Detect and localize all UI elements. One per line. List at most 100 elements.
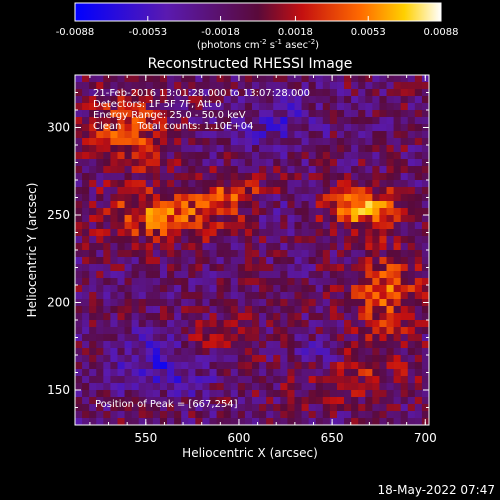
heatmap-cell — [301, 243, 310, 251]
heatmap-cell — [266, 264, 274, 272]
heatmap-cell — [252, 348, 260, 356]
heatmap-cell — [280, 418, 288, 426]
heatmap-cell — [266, 138, 274, 146]
heatmap-cell — [421, 96, 430, 104]
heatmap-cell — [145, 103, 154, 111]
heatmap-cell — [96, 75, 104, 83]
heatmap-cell — [329, 355, 338, 363]
heatmap-cell — [322, 348, 331, 356]
heatmap-cell — [174, 320, 182, 328]
heatmap-cell — [344, 131, 352, 139]
heatmap-cell — [159, 201, 168, 209]
heatmap-cell — [216, 243, 225, 251]
heatmap-cell — [301, 208, 310, 216]
heatmap-cell — [124, 82, 133, 90]
heatmap-cell — [294, 96, 302, 104]
heatmap-cell — [386, 418, 394, 426]
heatmap-cell — [96, 264, 104, 272]
heatmap-cell — [266, 271, 274, 279]
heatmap-cell — [365, 138, 373, 146]
heatmap-cell — [400, 96, 409, 104]
heatmap-cell — [152, 173, 161, 181]
heatmap-cell — [82, 257, 90, 265]
colorbar-tick-label: 0.0088 — [424, 27, 459, 38]
heatmap-cell — [294, 292, 302, 300]
heatmap-cell — [273, 278, 281, 286]
heatmap-cell — [379, 278, 387, 286]
heatmap-cell — [89, 110, 97, 118]
heatmap-cell — [287, 376, 295, 384]
heatmap-cell — [372, 138, 380, 146]
heatmap-cell — [244, 362, 253, 370]
heatmap-cell — [358, 103, 366, 111]
heatmap-cell — [209, 110, 217, 118]
heatmap-cell — [407, 166, 416, 174]
heatmap-cell — [181, 187, 189, 195]
heatmap-cell — [259, 390, 267, 398]
heatmap-cell — [188, 355, 196, 363]
heatmap-cell — [379, 194, 387, 202]
heatmap-cell — [202, 348, 210, 356]
heatmap-cell — [138, 152, 147, 160]
heatmap-cell — [131, 75, 140, 83]
heatmap-cell — [421, 390, 430, 398]
heatmap-cell — [167, 131, 175, 139]
heatmap-cell — [329, 215, 338, 223]
x-axis-ticks: 550 600 650 700 — [89, 75, 437, 445]
heatmap-cell — [351, 152, 359, 160]
heatmap-cell — [294, 117, 302, 125]
colorbar-ticks: -0.0088 -0.0053 -0.0018 0.0018 0.0053 0.0088 — [56, 16, 459, 38]
heatmap-cell — [273, 362, 281, 370]
heatmap-cell — [351, 397, 359, 405]
heatmap-cell — [230, 418, 239, 426]
heatmap-cell — [280, 313, 288, 321]
heatmap-cell — [329, 159, 338, 167]
heatmap-cell — [329, 145, 338, 153]
heatmap-cell — [358, 180, 366, 188]
heatmap-cell — [358, 327, 366, 335]
heatmap-cell — [110, 201, 118, 209]
heatmap-cell — [358, 138, 366, 146]
heatmap-cell — [89, 418, 97, 426]
heatmap-cell — [322, 397, 331, 405]
heatmap-cell — [167, 173, 175, 181]
heatmap-cell — [181, 159, 189, 167]
heatmap-cell — [294, 180, 302, 188]
heatmap-cell — [195, 278, 203, 286]
heatmap-cell — [138, 250, 147, 258]
heatmap-cell — [266, 292, 274, 300]
heatmap-cell — [110, 306, 118, 314]
heatmap-cell — [266, 278, 274, 286]
heatmap-cell — [358, 285, 366, 293]
heatmap-cell — [393, 257, 402, 265]
heatmap-cell — [152, 124, 161, 132]
heatmap-cell — [96, 208, 104, 216]
heatmap-cell — [174, 362, 182, 370]
heatmap-cell — [131, 187, 140, 195]
heatmap-cell — [421, 271, 430, 279]
heatmap-cell — [322, 306, 331, 314]
heatmap-cell — [181, 250, 189, 258]
heatmap-cell — [75, 383, 83, 391]
heatmap-cell — [159, 292, 168, 300]
heatmap-cell — [110, 222, 118, 230]
heatmap-cell — [181, 103, 189, 111]
heatmap-cell — [145, 411, 154, 419]
heatmap-cell — [152, 229, 161, 237]
heatmap-cell — [365, 124, 373, 132]
heatmap-cell — [89, 180, 97, 188]
heatmap-cell — [365, 404, 373, 412]
heatmap-cell — [216, 145, 225, 153]
heatmap-cell — [287, 96, 295, 104]
heatmap-cell — [393, 124, 402, 132]
heatmap-cell — [138, 348, 147, 356]
heatmap-cell — [372, 236, 380, 244]
heatmap-cell — [181, 278, 189, 286]
heatmap-cell — [209, 362, 217, 370]
heatmap-cell — [138, 187, 147, 195]
heatmap-cell — [181, 82, 189, 90]
heatmap-cell — [230, 103, 239, 111]
heatmap-cell — [344, 292, 352, 300]
heatmap-cell — [82, 201, 90, 209]
heatmap-cell — [244, 285, 253, 293]
